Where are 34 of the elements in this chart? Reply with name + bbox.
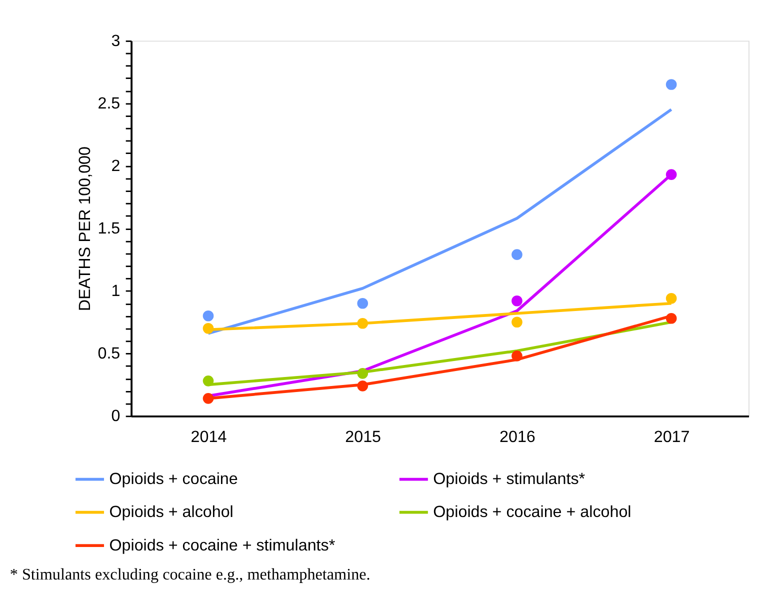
x-tick-label: 2014 [190, 428, 227, 446]
point [357, 318, 368, 329]
point [666, 292, 677, 304]
point [357, 380, 368, 392]
point [666, 169, 677, 180]
y-tick-label: 2.5 [98, 94, 120, 112]
point [512, 316, 522, 328]
legend-label: Opioids + cocaine + stimulants* [109, 536, 336, 554]
text: * Stimulants excluding cocaine e.g., methamphetamine. [10, 566, 370, 584]
point [512, 295, 522, 306]
x-tick-label: 2015 [345, 428, 382, 446]
y-tick-label: 2 [111, 157, 120, 176]
point [202, 322, 214, 334]
y-tick-label: 0 [111, 407, 120, 426]
point [512, 249, 522, 260]
point [202, 393, 214, 404]
legend-label: Opioids + stimulants* [433, 470, 586, 488]
point [357, 368, 368, 379]
point [202, 310, 214, 322]
y-tick-label: 3 [111, 32, 120, 50]
point [512, 350, 522, 362]
point [666, 312, 677, 324]
point [202, 376, 214, 386]
legend-label: Opioids + cocaine [109, 470, 238, 488]
x-tick-label: 2017 [654, 428, 690, 446]
legend-label: Opioids + cocaine + alcohol [433, 503, 632, 522]
legend-label: Opioids + alcohol [109, 503, 234, 522]
y-tick-label: 0.5 [98, 344, 120, 363]
point [666, 79, 677, 90]
point [357, 298, 368, 309]
y-tick-label: 1.5 [98, 220, 120, 238]
y-tick-label: 1 [111, 282, 120, 300]
y-axis-title: DEATHS PER 100,000 [76, 146, 94, 312]
x-tick-label: 2016 [500, 428, 536, 446]
